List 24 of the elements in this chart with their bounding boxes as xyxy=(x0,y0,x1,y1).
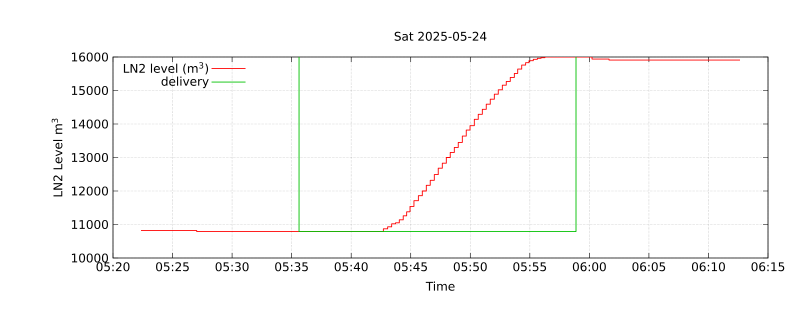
y-axis-title: LN2 Level m$^{3}$ xyxy=(52,118,62,196)
chart-title: Sat 2025-05-24 xyxy=(394,32,486,41)
x-tick-label: 06:00 xyxy=(572,262,606,272)
x-tick-label: 06:10 xyxy=(692,262,725,272)
x-tick-label: 05:45 xyxy=(394,262,427,272)
y-tick-label: 14000 xyxy=(72,119,108,129)
legend-label: LN2 level (m$^{3}$) xyxy=(124,62,208,74)
x-tick-label: 06:15 xyxy=(752,262,784,272)
y-tick-label: 16000 xyxy=(72,52,108,62)
x-tick-label: 05:40 xyxy=(334,262,368,272)
y-tick-label: 10000 xyxy=(72,253,108,263)
x-tick-label: 05:30 xyxy=(216,262,249,272)
y-tick-label: 15000 xyxy=(72,86,108,96)
legend-label: delivery xyxy=(162,76,209,88)
x-tick-label: 05:55 xyxy=(513,262,546,272)
x-tick-label: 05:20 xyxy=(96,262,130,272)
y-tick-label: 12000 xyxy=(72,186,108,196)
x-tick-label: 06:05 xyxy=(632,262,666,272)
x-tick-label: 05:25 xyxy=(156,262,189,272)
y-tick-label: 13000 xyxy=(72,152,108,162)
x-axis-title: Time xyxy=(426,281,455,291)
y-tick-label: 11000 xyxy=(72,220,108,230)
x-tick-label: 05:35 xyxy=(275,262,308,272)
x-tick-label: 05:50 xyxy=(454,262,487,272)
